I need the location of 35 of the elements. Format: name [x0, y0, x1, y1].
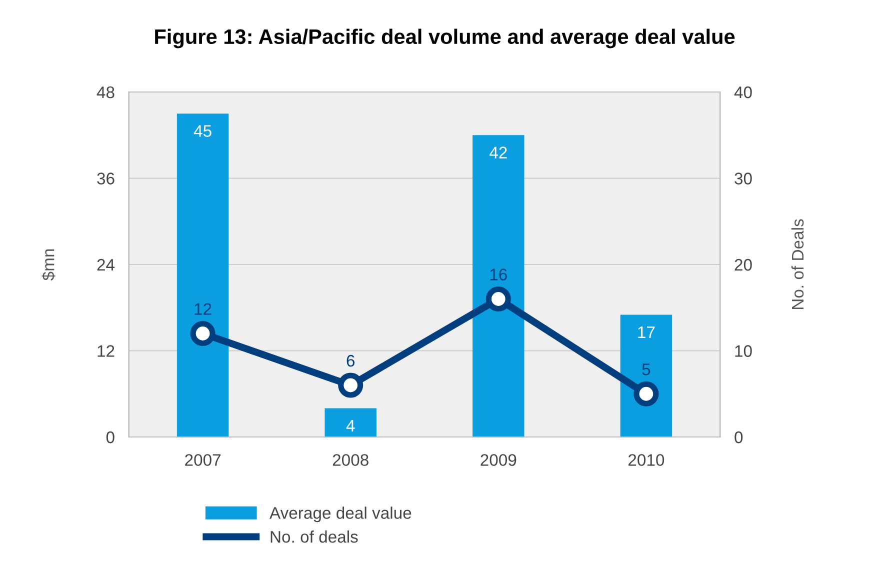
data-label: 45 [194, 125, 212, 137]
y2-axis-title: No. of Deals [791, 219, 804, 309]
y2-tick-label: 10 [735, 345, 752, 357]
y-axis-title: $mn [42, 249, 56, 281]
x-tick-label: 2007 [185, 454, 221, 466]
data-label: 6 [346, 354, 354, 367]
legend-label: No. of deals [270, 530, 358, 543]
point [634, 381, 659, 406]
data-label: 16 [490, 268, 507, 280]
y-tick-label: 0 [106, 431, 114, 444]
bar [472, 135, 524, 437]
x-tick-label: 2009 [480, 454, 516, 466]
data-label: 17 [638, 326, 655, 338]
y2-tick-label: 30 [734, 172, 752, 184]
y2-tick-label: 40 [734, 86, 752, 98]
y-tick-label: 12 [98, 345, 114, 357]
bar [620, 314, 672, 437]
point [338, 372, 364, 398]
y-tick-label: 24 [97, 258, 115, 271]
y2-tick-label: 20 [734, 258, 752, 271]
legend-label: Average deal value [270, 506, 412, 522]
chart-title: Figure 13: Asia/Pacific deal volume and average deal value [155, 28, 735, 48]
point [486, 286, 511, 312]
y2-tick-label: 0 [734, 431, 743, 444]
point [190, 321, 216, 346]
x-tick-label: 2010 [628, 454, 664, 466]
x-tick-label: 2008 [332, 454, 368, 466]
data-label: 42 [490, 146, 507, 158]
y-tick-label: 48 [96, 86, 114, 98]
bar [176, 114, 229, 437]
data-label: 5 [642, 364, 650, 376]
data-label: 12 [194, 303, 212, 315]
bar [324, 408, 376, 437]
y-tick-label: 36 [97, 172, 114, 184]
data-label: 4 [346, 420, 355, 432]
